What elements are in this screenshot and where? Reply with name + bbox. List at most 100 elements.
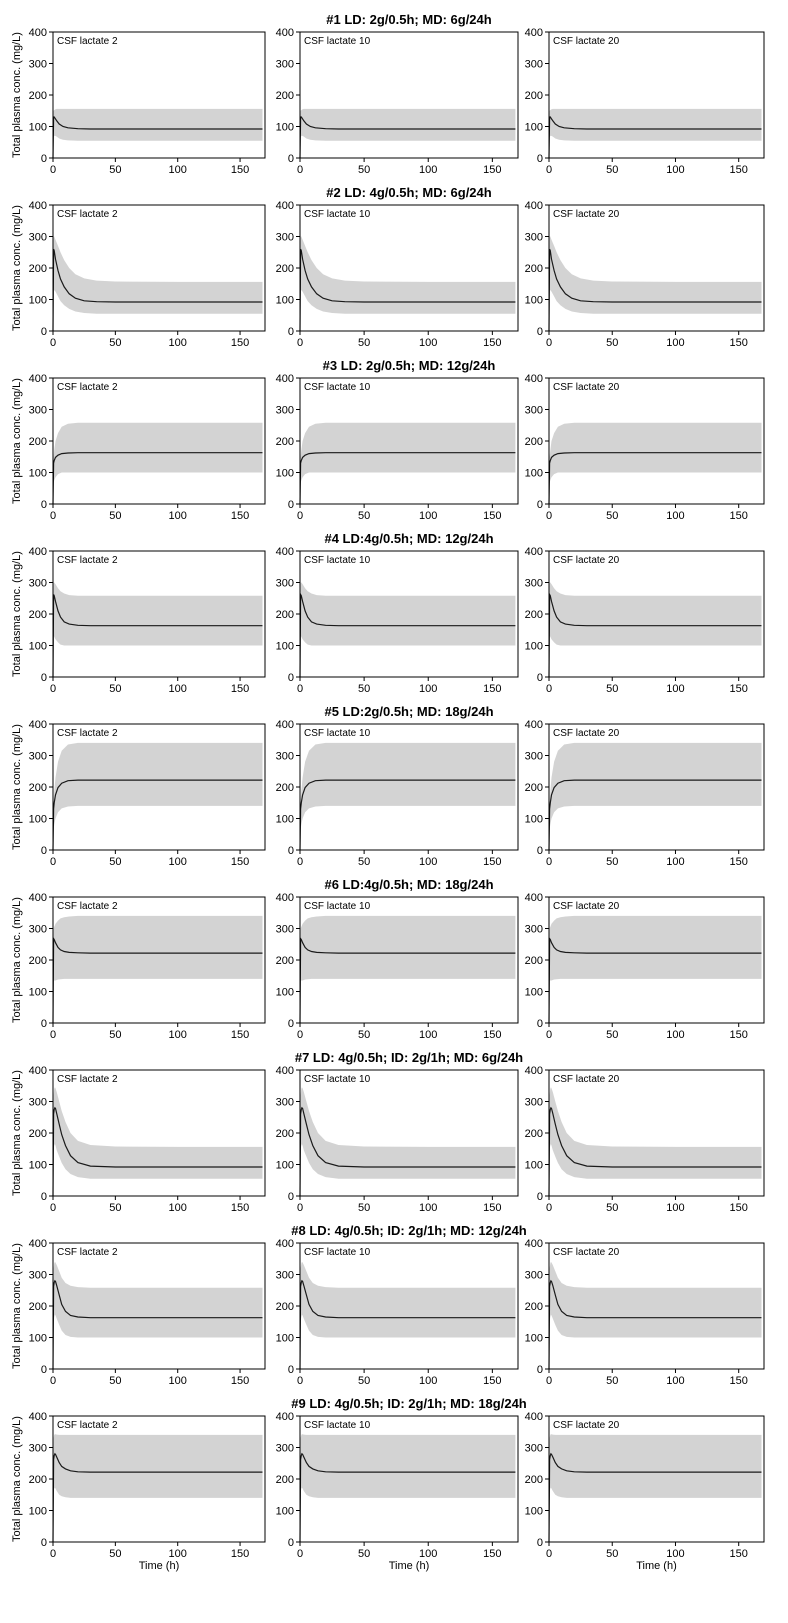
x-tick-label: 150 — [231, 856, 249, 868]
x-tick-label: 100 — [419, 1029, 437, 1041]
x-tick-label: 0 — [297, 337, 303, 349]
x-tick-label: 100 — [666, 1202, 684, 1214]
y-tick-label: 300 — [276, 1443, 294, 1455]
y-tick-label: 0 — [537, 1191, 543, 1203]
panel-3-1: 0 100 200 300 400 0 50 100 150 CSF lactate 2 — [29, 373, 266, 522]
y-tick-label: 0 — [41, 1018, 47, 1030]
y-tick-label: 100 — [525, 1333, 543, 1345]
y-tick-label: 0 — [537, 1018, 543, 1030]
median-line — [299, 1106, 516, 1197]
y-tick-label: 200 — [29, 436, 47, 448]
x-tick-label: 50 — [109, 856, 121, 868]
y-tick-label: 400 — [525, 1411, 543, 1423]
y-tick-label: 300 — [29, 232, 47, 244]
x-tick-label: 50 — [109, 683, 121, 695]
y-tick-label: 300 — [29, 751, 47, 763]
y-tick-label: 100 — [525, 987, 543, 999]
y-tick-label: 200 — [525, 1128, 543, 1140]
y-tick-label: 400 — [29, 373, 47, 385]
x-tick-label: 100 — [419, 683, 437, 695]
y-tick-label: 200 — [276, 955, 294, 967]
regimen-row-7: #7 LD: 4g/0.5h; ID: 2g/1h; MD: 6g/24h Tot… — [11, 1050, 765, 1214]
median-line — [548, 1106, 762, 1197]
y-axis-label: Total plasma conc. (mg/L) — [11, 724, 23, 850]
x-tick-label: 0 — [50, 510, 56, 522]
x-tick-label: 150 — [231, 1548, 249, 1560]
x-tick-label: 150 — [231, 1202, 249, 1214]
y-tick-label: 200 — [525, 263, 543, 275]
panel-7-1: 0 100 200 300 400 0 50 100 150 CSF lactate 2 — [29, 1065, 266, 1214]
x-tick-label: 50 — [606, 1375, 618, 1387]
variability-band — [549, 915, 762, 1023]
y-tick-label: 200 — [276, 609, 294, 621]
y-tick-label: 0 — [288, 499, 294, 511]
y-tick-label: 100 — [525, 1160, 543, 1172]
y-tick-label: 300 — [29, 405, 47, 417]
x-tick-label: 150 — [231, 337, 249, 349]
panel-3-2: 0 100 200 300 400 0 50 100 150 CSF lactate 10 — [276, 373, 519, 522]
panel-label: CSF lactate 2 — [57, 382, 118, 393]
y-tick-label: 400 — [29, 200, 47, 212]
y-tick-label: 100 — [29, 641, 47, 653]
y-tick-label: 0 — [537, 326, 543, 338]
x-tick-label: 0 — [50, 1375, 56, 1387]
y-tick-label: 200 — [29, 609, 47, 621]
median-line — [548, 592, 762, 678]
y-tick-label: 0 — [537, 1537, 543, 1549]
panel-label: CSF lactate 10 — [304, 901, 371, 912]
median-line — [299, 592, 516, 678]
y-tick-label: 0 — [537, 153, 543, 165]
y-tick-label: 100 — [29, 1333, 47, 1345]
y-tick-label: 300 — [29, 59, 47, 71]
x-tick-label: 150 — [231, 1029, 249, 1041]
y-tick-label: 300 — [276, 1097, 294, 1109]
x-tick-label: 0 — [546, 856, 552, 868]
y-tick-label: 100 — [276, 122, 294, 134]
panel-4-2: 0 100 200 300 400 0 50 100 150 CSF lactate 10 — [276, 546, 519, 695]
x-tick-label: 150 — [483, 856, 501, 868]
variability-band — [53, 236, 263, 331]
y-tick-label: 0 — [41, 672, 47, 684]
variability-band — [549, 236, 762, 331]
x-tick-label: 150 — [730, 337, 748, 349]
y-tick-label: 400 — [29, 1411, 47, 1423]
x-tick-label: 50 — [109, 337, 121, 349]
panel-9-3: 0 100 200 300 400 0 50 100 150 CSF lactate 20 Time… — [525, 1411, 765, 1572]
panel-4-1: 0 100 200 300 400 0 50 100 150 CSF lactate 2 — [29, 546, 266, 695]
y-tick-label: 0 — [41, 499, 47, 511]
x-tick-label: 0 — [50, 164, 56, 176]
y-tick-label: 200 — [276, 782, 294, 794]
y-tick-label: 100 — [276, 468, 294, 480]
x-tick-label: 50 — [358, 1548, 370, 1560]
row-title: #4 LD:4g/0.5h; MD: 12g/24h — [324, 531, 493, 546]
panel-label: CSF lactate 20 — [553, 555, 620, 566]
x-tick-label: 0 — [50, 1202, 56, 1214]
y-tick-label: 300 — [525, 924, 543, 936]
median-line — [299, 452, 516, 505]
median-line — [52, 452, 263, 505]
y-tick-label: 0 — [288, 1537, 294, 1549]
y-tick-label: 100 — [276, 987, 294, 999]
y-tick-label: 0 — [288, 326, 294, 338]
x-tick-label: 100 — [419, 510, 437, 522]
row-title: #5 LD:2g/0.5h; MD: 18g/24h — [324, 704, 493, 719]
variability-band — [300, 742, 516, 850]
x-tick-label: 150 — [730, 1029, 748, 1041]
y-tick-label: 300 — [525, 1443, 543, 1455]
variability-band — [300, 582, 516, 677]
y-tick-label: 300 — [525, 405, 543, 417]
panel-label: CSF lactate 10 — [304, 555, 371, 566]
x-tick-label: 150 — [231, 164, 249, 176]
x-tick-label: 50 — [358, 1029, 370, 1041]
variability-band — [300, 108, 516, 158]
x-tick-label: 0 — [297, 856, 303, 868]
x-tick-label: 150 — [483, 1548, 501, 1560]
row-title: #8 LD: 4g/0.5h; ID: 2g/1h; MD: 12g/24h — [291, 1223, 527, 1238]
y-tick-label: 100 — [525, 468, 543, 480]
variability-band — [549, 108, 762, 158]
x-axis-label: Time (h) — [636, 1560, 677, 1572]
row-title: #7 LD: 4g/0.5h; ID: 2g/1h; MD: 6g/24h — [295, 1050, 523, 1065]
x-tick-label: 0 — [546, 1029, 552, 1041]
x-tick-label: 50 — [358, 164, 370, 176]
